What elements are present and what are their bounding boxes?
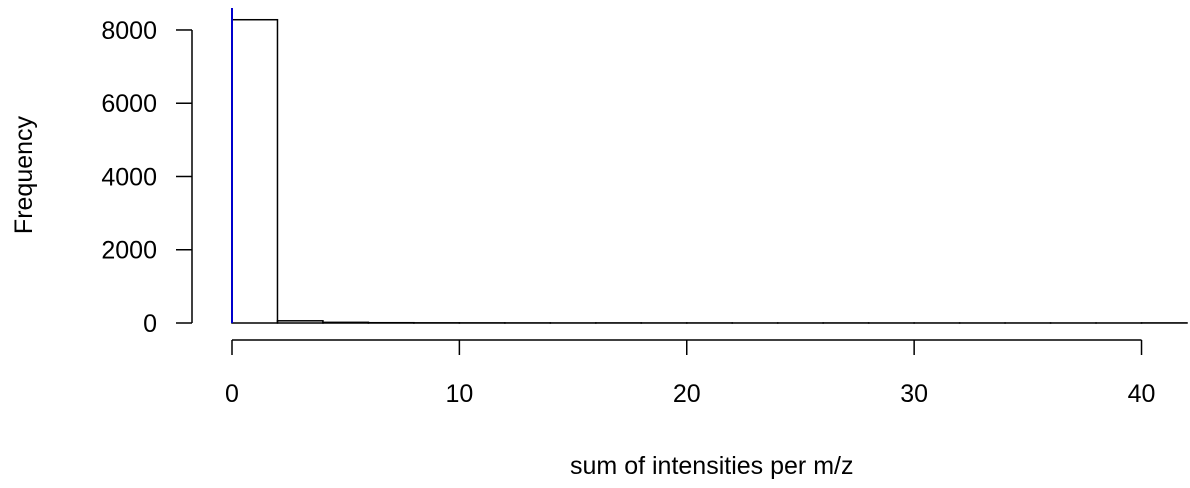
y-tick-label: 2000: [101, 237, 157, 265]
x-tick-label: 0: [225, 380, 239, 408]
x-axis-title: sum of intensities per m/z: [570, 452, 853, 480]
x-tick-label: 30: [900, 380, 928, 408]
y-axis: 0 2000 4000 6000 8000: [101, 17, 193, 338]
x-tick-label: 40: [1128, 380, 1156, 408]
y-tick-label: 6000: [101, 90, 157, 118]
histogram-bars: [231, 18, 1188, 324]
histogram-bar: [276, 320, 324, 324]
y-tick-label: 4000: [101, 163, 157, 191]
y-tick-label: 8000: [101, 17, 157, 45]
y-axis-title: Frequency: [10, 115, 38, 234]
x-tick-label: 10: [445, 380, 473, 408]
y-tick-label: 0: [143, 310, 157, 338]
x-tick-label: 20: [673, 380, 701, 408]
histogram-bar: [322, 321, 370, 324]
histogram-bar: [231, 18, 279, 324]
x-axis: 0 10 20 30 40: [225, 339, 1156, 408]
